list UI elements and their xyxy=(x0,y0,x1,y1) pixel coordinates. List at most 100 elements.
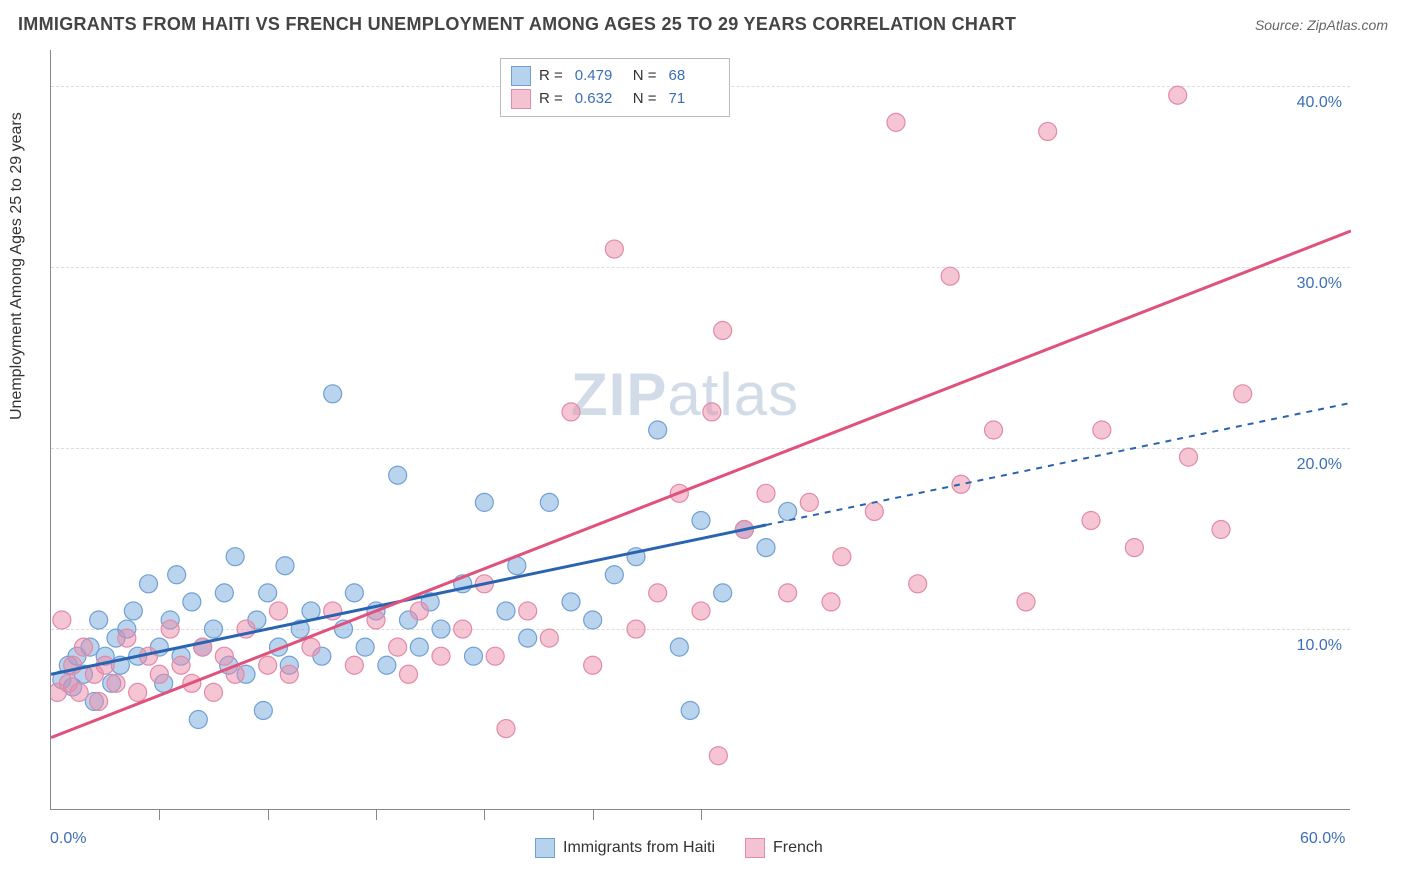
legend-row: R = 0.632 N = 71 xyxy=(511,88,719,111)
data-point xyxy=(410,638,428,656)
legend-row: R =0.479N =68 xyxy=(511,65,719,88)
data-point xyxy=(540,629,558,647)
data-point xyxy=(692,602,710,620)
legend-item: Immigrants from Haiti xyxy=(535,838,715,858)
legend-swatch xyxy=(511,89,531,109)
data-point xyxy=(714,321,732,339)
series-legend: Immigrants from Haiti French xyxy=(535,838,823,858)
data-point xyxy=(400,665,418,683)
data-point xyxy=(140,575,158,593)
data-point xyxy=(709,747,727,765)
data-point xyxy=(605,566,623,584)
data-point xyxy=(692,511,710,529)
data-point xyxy=(1125,539,1143,557)
data-point xyxy=(1180,448,1198,466)
x-tick-mark xyxy=(376,810,377,820)
data-point xyxy=(465,647,483,665)
data-point xyxy=(75,638,93,656)
data-point xyxy=(259,656,277,674)
data-point xyxy=(985,421,1003,439)
data-point xyxy=(356,638,374,656)
data-point xyxy=(909,575,927,593)
data-point xyxy=(1234,385,1252,403)
data-point xyxy=(259,584,277,602)
data-point xyxy=(205,683,223,701)
data-point xyxy=(53,611,71,629)
data-point xyxy=(757,484,775,502)
data-point xyxy=(189,711,207,729)
data-point xyxy=(226,548,244,566)
data-point xyxy=(324,385,342,403)
data-point xyxy=(833,548,851,566)
chart-header: IMMIGRANTS FROM HAITI VS FRENCH UNEMPLOY… xyxy=(18,14,1388,35)
data-point xyxy=(952,475,970,493)
data-point xyxy=(779,502,797,520)
data-point xyxy=(70,683,88,701)
data-point xyxy=(389,638,407,656)
data-point xyxy=(562,403,580,421)
data-point xyxy=(168,566,186,584)
data-point xyxy=(90,611,108,629)
data-point xyxy=(345,656,363,674)
x-tick-mark xyxy=(484,810,485,820)
legend-n-value: 71 xyxy=(669,88,719,111)
data-point xyxy=(714,584,732,602)
data-point xyxy=(1082,511,1100,529)
data-point xyxy=(649,584,667,602)
legend-swatch xyxy=(535,838,555,858)
data-point xyxy=(779,584,797,602)
data-point xyxy=(497,720,515,738)
data-point xyxy=(129,683,147,701)
data-point xyxy=(627,620,645,638)
data-point xyxy=(302,638,320,656)
data-point xyxy=(90,692,108,710)
data-point xyxy=(150,665,168,683)
data-point xyxy=(183,593,201,611)
data-point xyxy=(887,113,905,131)
data-point xyxy=(865,502,883,520)
legend-item-label: French xyxy=(773,839,823,857)
y-axis-label: Unemployment Among Ages 25 to 29 years xyxy=(8,112,26,420)
plot-svg xyxy=(51,50,1351,810)
legend-swatch xyxy=(745,838,765,858)
x-tick-label: 60.0% xyxy=(1300,830,1345,848)
data-point xyxy=(649,421,667,439)
trend-line-extrapolated xyxy=(766,403,1351,525)
legend-r-label: R = xyxy=(539,65,563,88)
data-point xyxy=(497,602,515,620)
data-point xyxy=(215,584,233,602)
legend-swatch xyxy=(511,66,531,86)
data-point xyxy=(118,629,136,647)
data-point xyxy=(475,493,493,511)
data-point xyxy=(584,611,602,629)
data-point xyxy=(486,647,504,665)
correlation-legend: R =0.479N =68R = 0.632 N = 71 xyxy=(500,58,730,117)
data-point xyxy=(822,593,840,611)
data-point xyxy=(389,466,407,484)
x-tick-mark xyxy=(593,810,594,820)
data-point xyxy=(161,620,179,638)
data-point xyxy=(1212,521,1230,539)
data-point xyxy=(270,602,288,620)
legend-item: French xyxy=(745,838,823,858)
legend-n-label: N = xyxy=(633,88,657,111)
x-tick-label: 0.0% xyxy=(50,830,86,848)
data-point xyxy=(757,539,775,557)
data-point xyxy=(1093,421,1111,439)
data-point xyxy=(941,267,959,285)
data-point xyxy=(172,656,190,674)
data-point xyxy=(681,701,699,719)
data-point xyxy=(215,647,233,665)
legend-r-label: R = xyxy=(539,88,563,111)
chart-title: IMMIGRANTS FROM HAITI VS FRENCH UNEMPLOY… xyxy=(18,14,1016,35)
data-point xyxy=(345,584,363,602)
data-point xyxy=(519,629,537,647)
data-point xyxy=(800,493,818,511)
data-point xyxy=(1169,86,1187,104)
legend-r-value: 0.632 xyxy=(575,88,625,111)
x-tick-mark xyxy=(268,810,269,820)
x-tick-mark xyxy=(159,810,160,820)
data-point xyxy=(454,620,472,638)
data-point xyxy=(562,593,580,611)
data-point xyxy=(254,701,272,719)
